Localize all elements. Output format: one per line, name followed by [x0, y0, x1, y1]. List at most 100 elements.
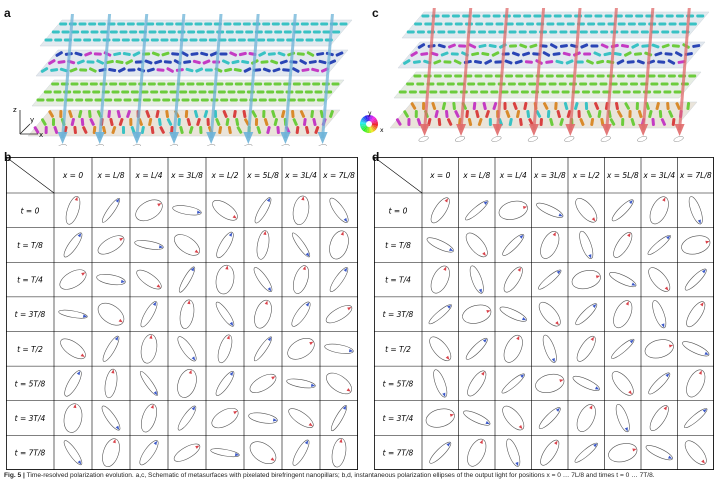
nanopillar: [109, 118, 114, 126]
beam-arrowhead: [57, 132, 68, 144]
nanopillar: [519, 117, 523, 127]
nanopillar: [558, 82, 567, 86]
nanopillar: [169, 90, 178, 94]
nanopillar: [475, 22, 484, 26]
rotation-arrow-icon: [663, 406, 668, 411]
nanopillar: [206, 30, 215, 34]
rotation-arrow-icon: [591, 217, 596, 222]
polarization-ellipse: [535, 373, 565, 394]
nanopillar: [398, 90, 407, 94]
nanopillar: [235, 117, 240, 127]
polarization-ellipse: [684, 408, 708, 429]
nanopillar: [512, 102, 518, 110]
nanopillar: [440, 51, 449, 57]
polarization-ellipse: [425, 408, 455, 428]
nanopillar: [150, 125, 155, 135]
nanopillar: [636, 59, 645, 65]
nanopillar: [209, 51, 218, 57]
nanopillar: [144, 59, 153, 65]
nanopillar: [78, 22, 87, 26]
nanopillar: [410, 102, 417, 110]
nanopillar: [616, 74, 625, 78]
nanopillar: [542, 51, 551, 57]
nanopillar: [430, 51, 439, 57]
rotation-arrow-icon: [150, 404, 154, 409]
nanopillar: [478, 30, 487, 34]
nanopillar: [166, 118, 173, 126]
nanopillar: [254, 117, 259, 127]
nanopillar: [158, 30, 167, 34]
rotation-arrow-icon: [519, 234, 524, 239]
row-header: t = T/4: [17, 276, 43, 285]
nanopillar: [296, 52, 305, 56]
nanopillar: [447, 30, 456, 34]
nanopillar: [599, 82, 608, 86]
nanopillar: [472, 101, 477, 111]
nanopillar: [654, 51, 663, 57]
nanopillar: [186, 82, 195, 86]
rotation-arrow-icon: [266, 197, 271, 203]
nanopillar: [70, 82, 79, 86]
rotation-arrow-icon: [517, 267, 522, 272]
nanopillar: [515, 74, 524, 78]
nanopillar: [583, 52, 592, 56]
nanopillar: [563, 14, 572, 18]
nanopillar: [310, 109, 315, 119]
nanopillar: [266, 38, 275, 42]
polarization-ellipse: [63, 440, 83, 466]
nanopillar: [227, 90, 236, 94]
nanopillar: [431, 102, 437, 110]
nanopillar: [84, 98, 93, 102]
nanopillar: [165, 22, 174, 26]
light-beam: [135, 14, 149, 139]
nanopillar: [151, 51, 160, 57]
nanopillar: [167, 30, 176, 34]
rotation-arrow-icon: [73, 403, 77, 409]
nanopillar: [145, 110, 151, 118]
nanopillar: [104, 98, 113, 102]
nanopillar: [603, 51, 612, 57]
nanopillar: [117, 22, 126, 26]
rotation-arrow-icon: [521, 317, 527, 321]
nanopillar: [237, 90, 246, 94]
polarization-ellipse: [611, 338, 635, 359]
nanopillar: [528, 118, 534, 126]
nanopillar: [302, 82, 311, 86]
nanopillar: [660, 118, 667, 126]
nanopillar: [190, 52, 199, 56]
nanopillar: [522, 51, 531, 57]
nanopillar: [275, 90, 284, 94]
nanopillar: [113, 51, 122, 57]
nanopillar: [673, 90, 682, 94]
nanopillar: [566, 110, 572, 118]
nanopillar: [696, 14, 705, 18]
nanopillar: [413, 74, 422, 78]
nanopillar: [88, 109, 92, 119]
nanopillar: [503, 101, 507, 111]
polarization-ellipse: [291, 232, 311, 258]
nanopillar: [266, 90, 275, 94]
rotation-arrow-icon: [520, 374, 525, 378]
nanopillar: [658, 22, 667, 26]
nanopillar: [218, 125, 223, 135]
polarization-ellipse: [139, 440, 159, 466]
rotation-arrow-icon: [264, 300, 268, 305]
nanopillar: [332, 30, 341, 34]
row-header: t = T/8: [385, 241, 411, 250]
rotation-arrow-icon: [518, 424, 523, 430]
nanopillar: [314, 90, 323, 94]
nanopillar: [54, 38, 63, 42]
nanopillar: [436, 82, 445, 86]
row-header: t = 7T/8: [383, 449, 414, 458]
nanopillar: [187, 30, 196, 34]
output-polarization-ellipse: [637, 136, 648, 142]
rotation-arrow-icon: [479, 439, 483, 444]
nanopillar: [53, 90, 62, 94]
rotation-arrow-icon: [478, 288, 482, 294]
nanopillar: [125, 59, 134, 65]
nanopillar: [179, 90, 188, 94]
nanopillar: [228, 38, 237, 42]
rotation-arrow-icon: [445, 355, 450, 360]
nanopillar: [107, 109, 111, 119]
nanopillar: [196, 82, 205, 86]
